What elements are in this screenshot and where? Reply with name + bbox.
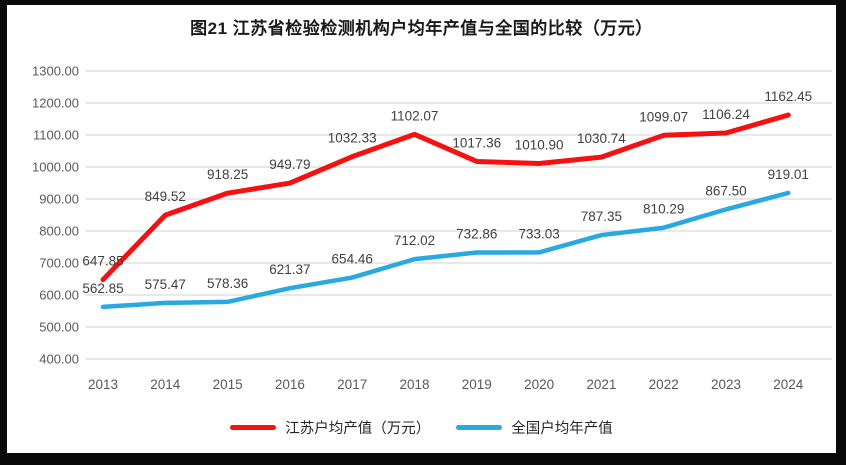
x-axis-tick-label: 2023 — [711, 377, 741, 392]
series-line-1 — [100, 190, 791, 310]
data-label-series-1: 919.01 — [768, 167, 809, 182]
x-axis-tick-label: 2021 — [586, 377, 616, 392]
y-axis-tick-label: 1300.00 — [32, 64, 79, 79]
series-line-0 — [100, 112, 791, 283]
x-axis-tick-label: 2013 — [88, 377, 118, 392]
data-label-series-0: 1032.33 — [328, 131, 377, 146]
chart-canvas: 400.00 500.00 600.00 700.00 800.00 900.00 1000… — [32, 64, 832, 392]
data-label-series-0: 1106.24 — [702, 107, 750, 122]
data-label-series-0: 949.79 — [269, 157, 310, 172]
y-axis-tick-label: 800.00 — [39, 224, 79, 239]
data-label-series-1: 787.35 — [581, 209, 622, 224]
x-axis-tick-label: 2014 — [150, 377, 181, 392]
x-axis-tick-label: 2024 — [773, 377, 804, 392]
data-label-series-0: 647.85 — [82, 254, 123, 269]
legend-swatch-jiangsu-line — [230, 425, 277, 430]
data-label-series-0: 1099.07 — [639, 109, 688, 124]
data-label-series-1: 867.50 — [705, 183, 746, 198]
data-label-series-0: 1017.36 — [452, 135, 501, 150]
data-label-series-1: 732.86 — [456, 226, 497, 241]
legend-item-jiangsu: 江苏户均产值（万元） — [230, 417, 430, 438]
x-axis-tick-label: 2019 — [462, 377, 492, 392]
legend-label-national: 全国户均年产值 — [511, 421, 613, 437]
legend-item-national: 全国户均年产值 — [456, 417, 613, 438]
data-label-series-0: 918.25 — [207, 167, 248, 182]
data-label-series-0: 849.52 — [145, 189, 186, 204]
x-axis-tick-label: 2015 — [213, 377, 243, 392]
data-label-series-1: 733.03 — [518, 226, 559, 241]
data-label-series-1: 578.36 — [207, 276, 248, 291]
y-axis-tick-label: 1100.00 — [33, 128, 79, 143]
data-label-series-1: 562.85 — [82, 281, 123, 296]
data-label-series-1: 621.37 — [269, 262, 310, 277]
y-axis-tick-label: 700.00 — [39, 256, 79, 271]
x-axis-tick-label: 2022 — [649, 377, 679, 392]
data-label-series-1: 654.46 — [332, 252, 373, 267]
data-label-series-0: 1162.45 — [764, 89, 812, 104]
y-axis-tick-label: 1200.00 — [32, 96, 79, 111]
legend-swatch-national-line — [456, 425, 503, 430]
x-axis-tick-label: 2018 — [399, 377, 429, 392]
y-axis-tick-label: 900.00 — [39, 192, 79, 207]
chart-area: 图21 江苏省检验检测机构户均年产值与全国的比较（万元） 400.00 500.0… — [7, 5, 836, 453]
data-label-series-0: 1102.07 — [391, 108, 439, 123]
legend-label-jiangsu: 江苏户均产值（万元） — [285, 421, 431, 437]
x-axis-tick-label: 2017 — [337, 377, 367, 392]
y-axis-tick-label: 1000.00 — [32, 160, 79, 175]
x-axis-tick-label: 2020 — [524, 377, 554, 392]
data-label-series-0: 1010.90 — [515, 138, 564, 153]
y-axis-tick-label: 500.00 — [39, 320, 79, 335]
data-label-series-1: 712.02 — [394, 233, 435, 248]
data-label-series-0: 1030.74 — [577, 131, 626, 146]
chart-title: 图21 江苏省检验检测机构户均年产值与全国的比较（万元） — [190, 19, 653, 38]
y-axis-tick-label: 400.00 — [39, 352, 79, 367]
x-axis-tick-label: 2016 — [275, 377, 305, 392]
chart-legend: 江苏户均产值（万元） 全国户均年产值 — [7, 417, 836, 438]
data-label-series-1: 810.29 — [643, 202, 684, 217]
y-axis-tick-label: 600.00 — [39, 288, 79, 303]
data-label-series-1: 575.47 — [145, 277, 186, 292]
